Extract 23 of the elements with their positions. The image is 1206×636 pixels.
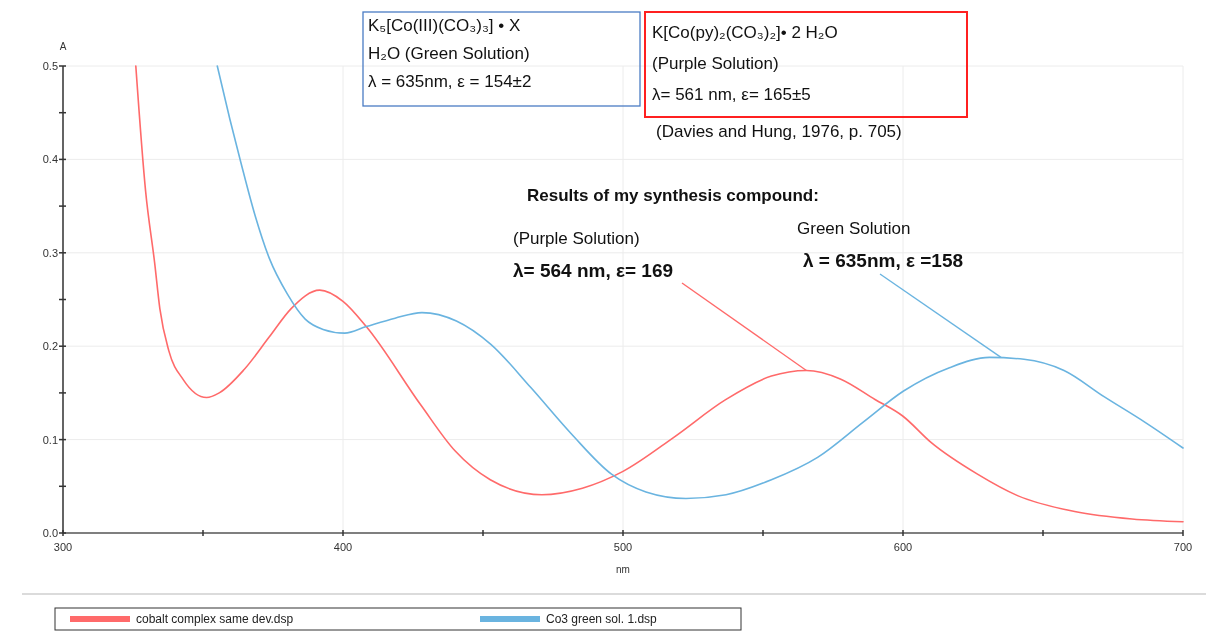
legend-label: Co3 green sol. 1.dsp: [546, 612, 658, 626]
y-tick-label: 0.1: [42, 433, 58, 446]
x-tick-label: 500: [613, 541, 633, 553]
annotation: Green Solution: [797, 219, 911, 239]
x-tick-label: 300: [53, 541, 73, 553]
y-tick-label: 0.4: [42, 153, 58, 166]
annotation: (Purple Solution): [513, 229, 640, 249]
x-tick-label: 700: [1173, 541, 1193, 553]
annotation: (Davies and Hung, 1976, p. 705): [656, 122, 902, 142]
y-tick-label: 0.3: [42, 246, 58, 259]
y-tick-label: 0.0: [42, 527, 58, 539]
annotation: K[Co(py)₂(CO₃)₂]• 2 H₂O (Purple Solution) λ= 561 nm, ε= 165±5: [652, 23, 838, 105]
annotation: λ= 564 nm, ε= 169: [513, 260, 674, 282]
annotation: Results of my synthesis compound:: [527, 186, 819, 206]
x-tick-label: 600: [893, 541, 913, 553]
x-tick-label: 400: [333, 541, 353, 553]
annotation: λ = 635nm, ε =158: [803, 250, 964, 272]
y-tick-label: 0.2: [42, 340, 58, 353]
x-axis-title: nm: [616, 564, 630, 575]
y-tick-label: 0.5: [42, 60, 58, 72]
annotation: K₅[Co(III)(CO₃)₃] • X H₂O (Green Solution) λ = 635nm, ε = 154±2: [368, 16, 532, 92]
legend-label: cobalt complex same dev.dsp: [136, 612, 294, 626]
y-axis-title: A: [59, 41, 67, 52]
